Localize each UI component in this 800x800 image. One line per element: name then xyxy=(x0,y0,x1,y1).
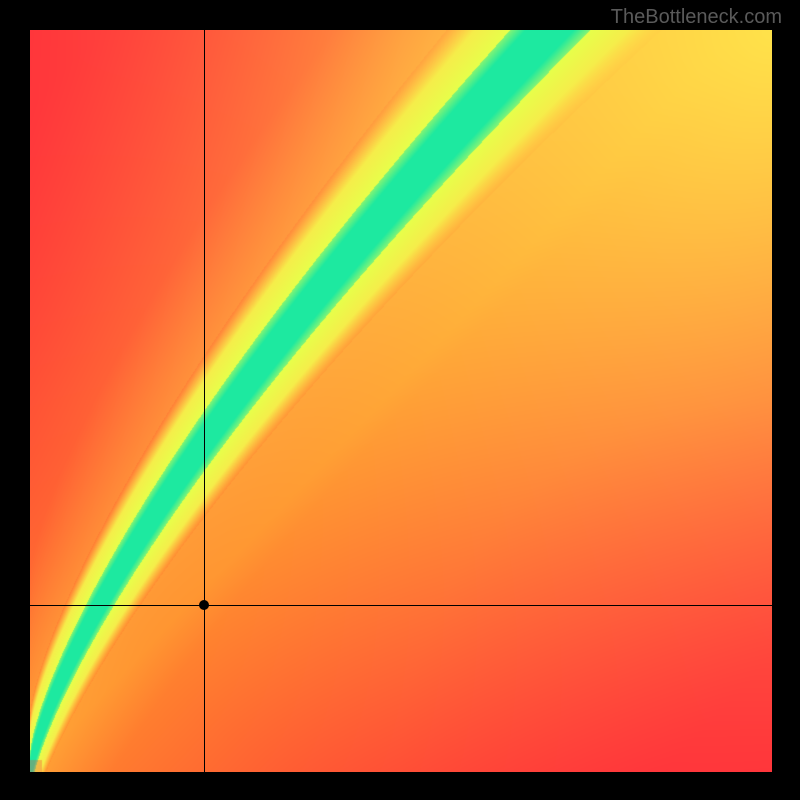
heatmap-plot xyxy=(30,30,772,772)
marker-dot xyxy=(199,600,209,610)
heatmap-canvas xyxy=(30,30,772,772)
attribution-text: TheBottleneck.com xyxy=(611,6,782,29)
crosshair-horizontal xyxy=(30,605,772,606)
crosshair-vertical xyxy=(204,30,205,772)
